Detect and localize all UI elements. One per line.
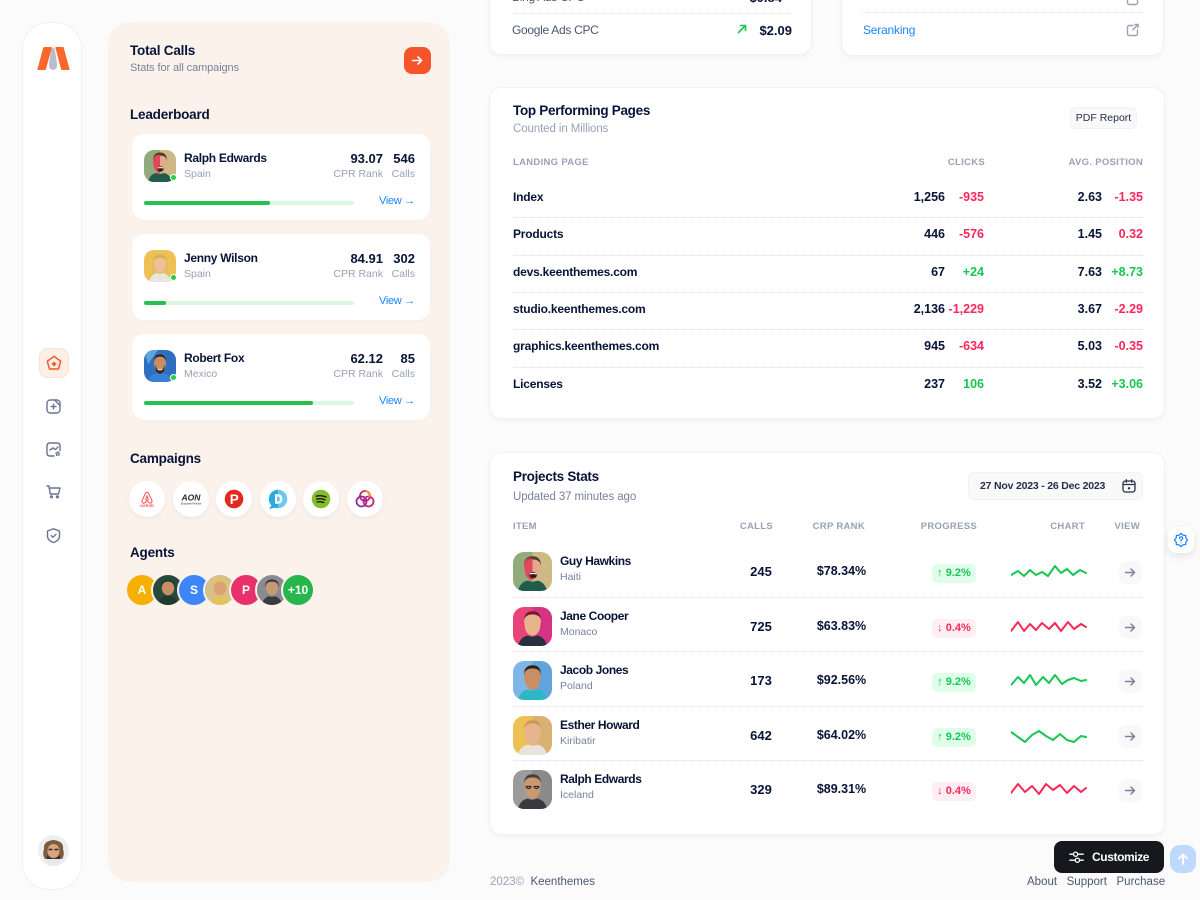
svg-text:Empower Results: Empower Results xyxy=(180,502,201,506)
svg-text:AON: AON xyxy=(180,493,201,503)
svg-text:P: P xyxy=(230,492,239,507)
svg-text:airbnb: airbnb xyxy=(140,503,154,508)
